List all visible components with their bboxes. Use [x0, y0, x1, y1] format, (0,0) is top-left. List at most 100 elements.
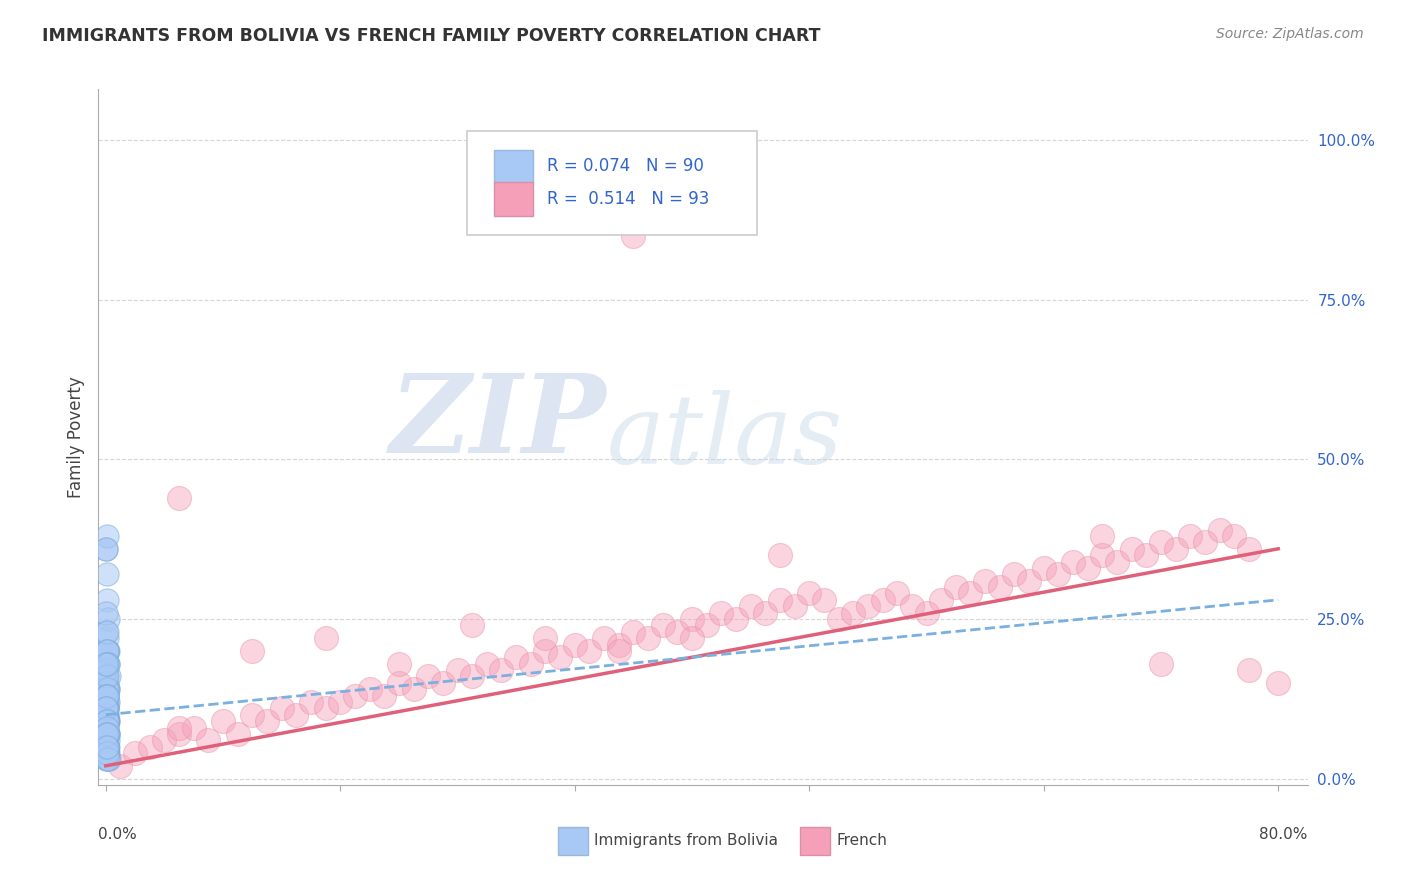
Point: [1105, 555, 1128, 569]
Point: [1062, 555, 1084, 569]
Point: [96, 663, 118, 677]
Point: [388, 676, 411, 690]
Point: [621, 229, 644, 244]
Point: [96, 689, 118, 703]
Point: [1018, 574, 1040, 588]
Text: 80.0%: 80.0%: [1260, 827, 1308, 842]
Point: [505, 650, 527, 665]
Point: [96, 689, 118, 703]
Point: [96, 689, 118, 703]
Point: [96, 727, 118, 741]
Point: [197, 733, 219, 747]
Point: [299, 695, 322, 709]
Point: [97, 695, 120, 709]
Point: [1150, 657, 1173, 671]
Point: [315, 631, 337, 645]
Point: [1267, 676, 1289, 690]
Point: [97, 669, 120, 683]
Point: [183, 721, 205, 735]
Point: [783, 599, 806, 614]
Point: [813, 592, 835, 607]
Point: [96, 746, 118, 760]
Point: [167, 721, 190, 735]
Point: [96, 682, 118, 697]
Point: [96, 714, 118, 728]
Point: [607, 638, 630, 652]
Point: [110, 759, 132, 773]
Point: [1237, 663, 1260, 677]
Point: [96, 727, 118, 741]
Point: [97, 739, 120, 754]
Point: [96, 721, 118, 735]
Point: [1004, 567, 1026, 582]
Point: [96, 657, 118, 671]
Point: [96, 669, 118, 683]
Point: [96, 752, 118, 766]
Point: [96, 592, 118, 607]
Point: [96, 644, 118, 658]
Point: [97, 727, 120, 741]
Text: R = 0.074   N = 90: R = 0.074 N = 90: [547, 157, 704, 176]
Point: [96, 689, 118, 703]
Point: [96, 721, 118, 735]
Point: [96, 707, 118, 722]
Point: [97, 727, 120, 741]
Point: [491, 663, 513, 677]
Point: [1091, 529, 1114, 543]
Point: [96, 701, 118, 715]
Point: [96, 657, 118, 671]
Point: [97, 657, 120, 671]
Point: [548, 650, 571, 665]
Point: [1223, 529, 1246, 543]
Point: [96, 644, 118, 658]
Text: R =  0.514   N = 93: R = 0.514 N = 93: [547, 190, 710, 208]
Point: [97, 612, 120, 626]
FancyBboxPatch shape: [494, 150, 533, 183]
Point: [96, 689, 118, 703]
Point: [799, 586, 821, 600]
Point: [167, 491, 190, 505]
Point: [97, 752, 120, 766]
Point: [1180, 529, 1202, 543]
Point: [96, 727, 118, 741]
Point: [97, 733, 120, 747]
Point: [329, 695, 352, 709]
Point: [681, 631, 703, 645]
Point: [842, 606, 865, 620]
Point: [388, 657, 411, 671]
Point: [315, 701, 337, 715]
Point: [96, 541, 118, 556]
Point: [373, 689, 395, 703]
Point: [534, 644, 557, 658]
Point: [945, 580, 967, 594]
Point: [769, 548, 792, 562]
Point: [593, 631, 616, 645]
Point: [96, 529, 118, 543]
Point: [96, 695, 118, 709]
Point: [96, 714, 118, 728]
Point: [1150, 535, 1173, 549]
Point: [1208, 523, 1230, 537]
Point: [97, 644, 120, 658]
Point: [96, 657, 118, 671]
Point: [96, 739, 118, 754]
Point: [1237, 541, 1260, 556]
Point: [153, 733, 176, 747]
Point: [446, 663, 468, 677]
Point: [1194, 535, 1216, 549]
Point: [621, 624, 644, 639]
Point: [769, 592, 792, 607]
Point: [124, 746, 146, 760]
Point: [270, 701, 292, 715]
Point: [461, 669, 484, 683]
Point: [96, 739, 118, 754]
Point: [240, 707, 263, 722]
Point: [418, 669, 440, 683]
FancyBboxPatch shape: [558, 827, 588, 855]
Point: [96, 701, 118, 715]
Point: [856, 599, 879, 614]
Point: [901, 599, 924, 614]
Point: [96, 644, 118, 658]
Point: [651, 618, 673, 632]
Point: [96, 727, 118, 741]
